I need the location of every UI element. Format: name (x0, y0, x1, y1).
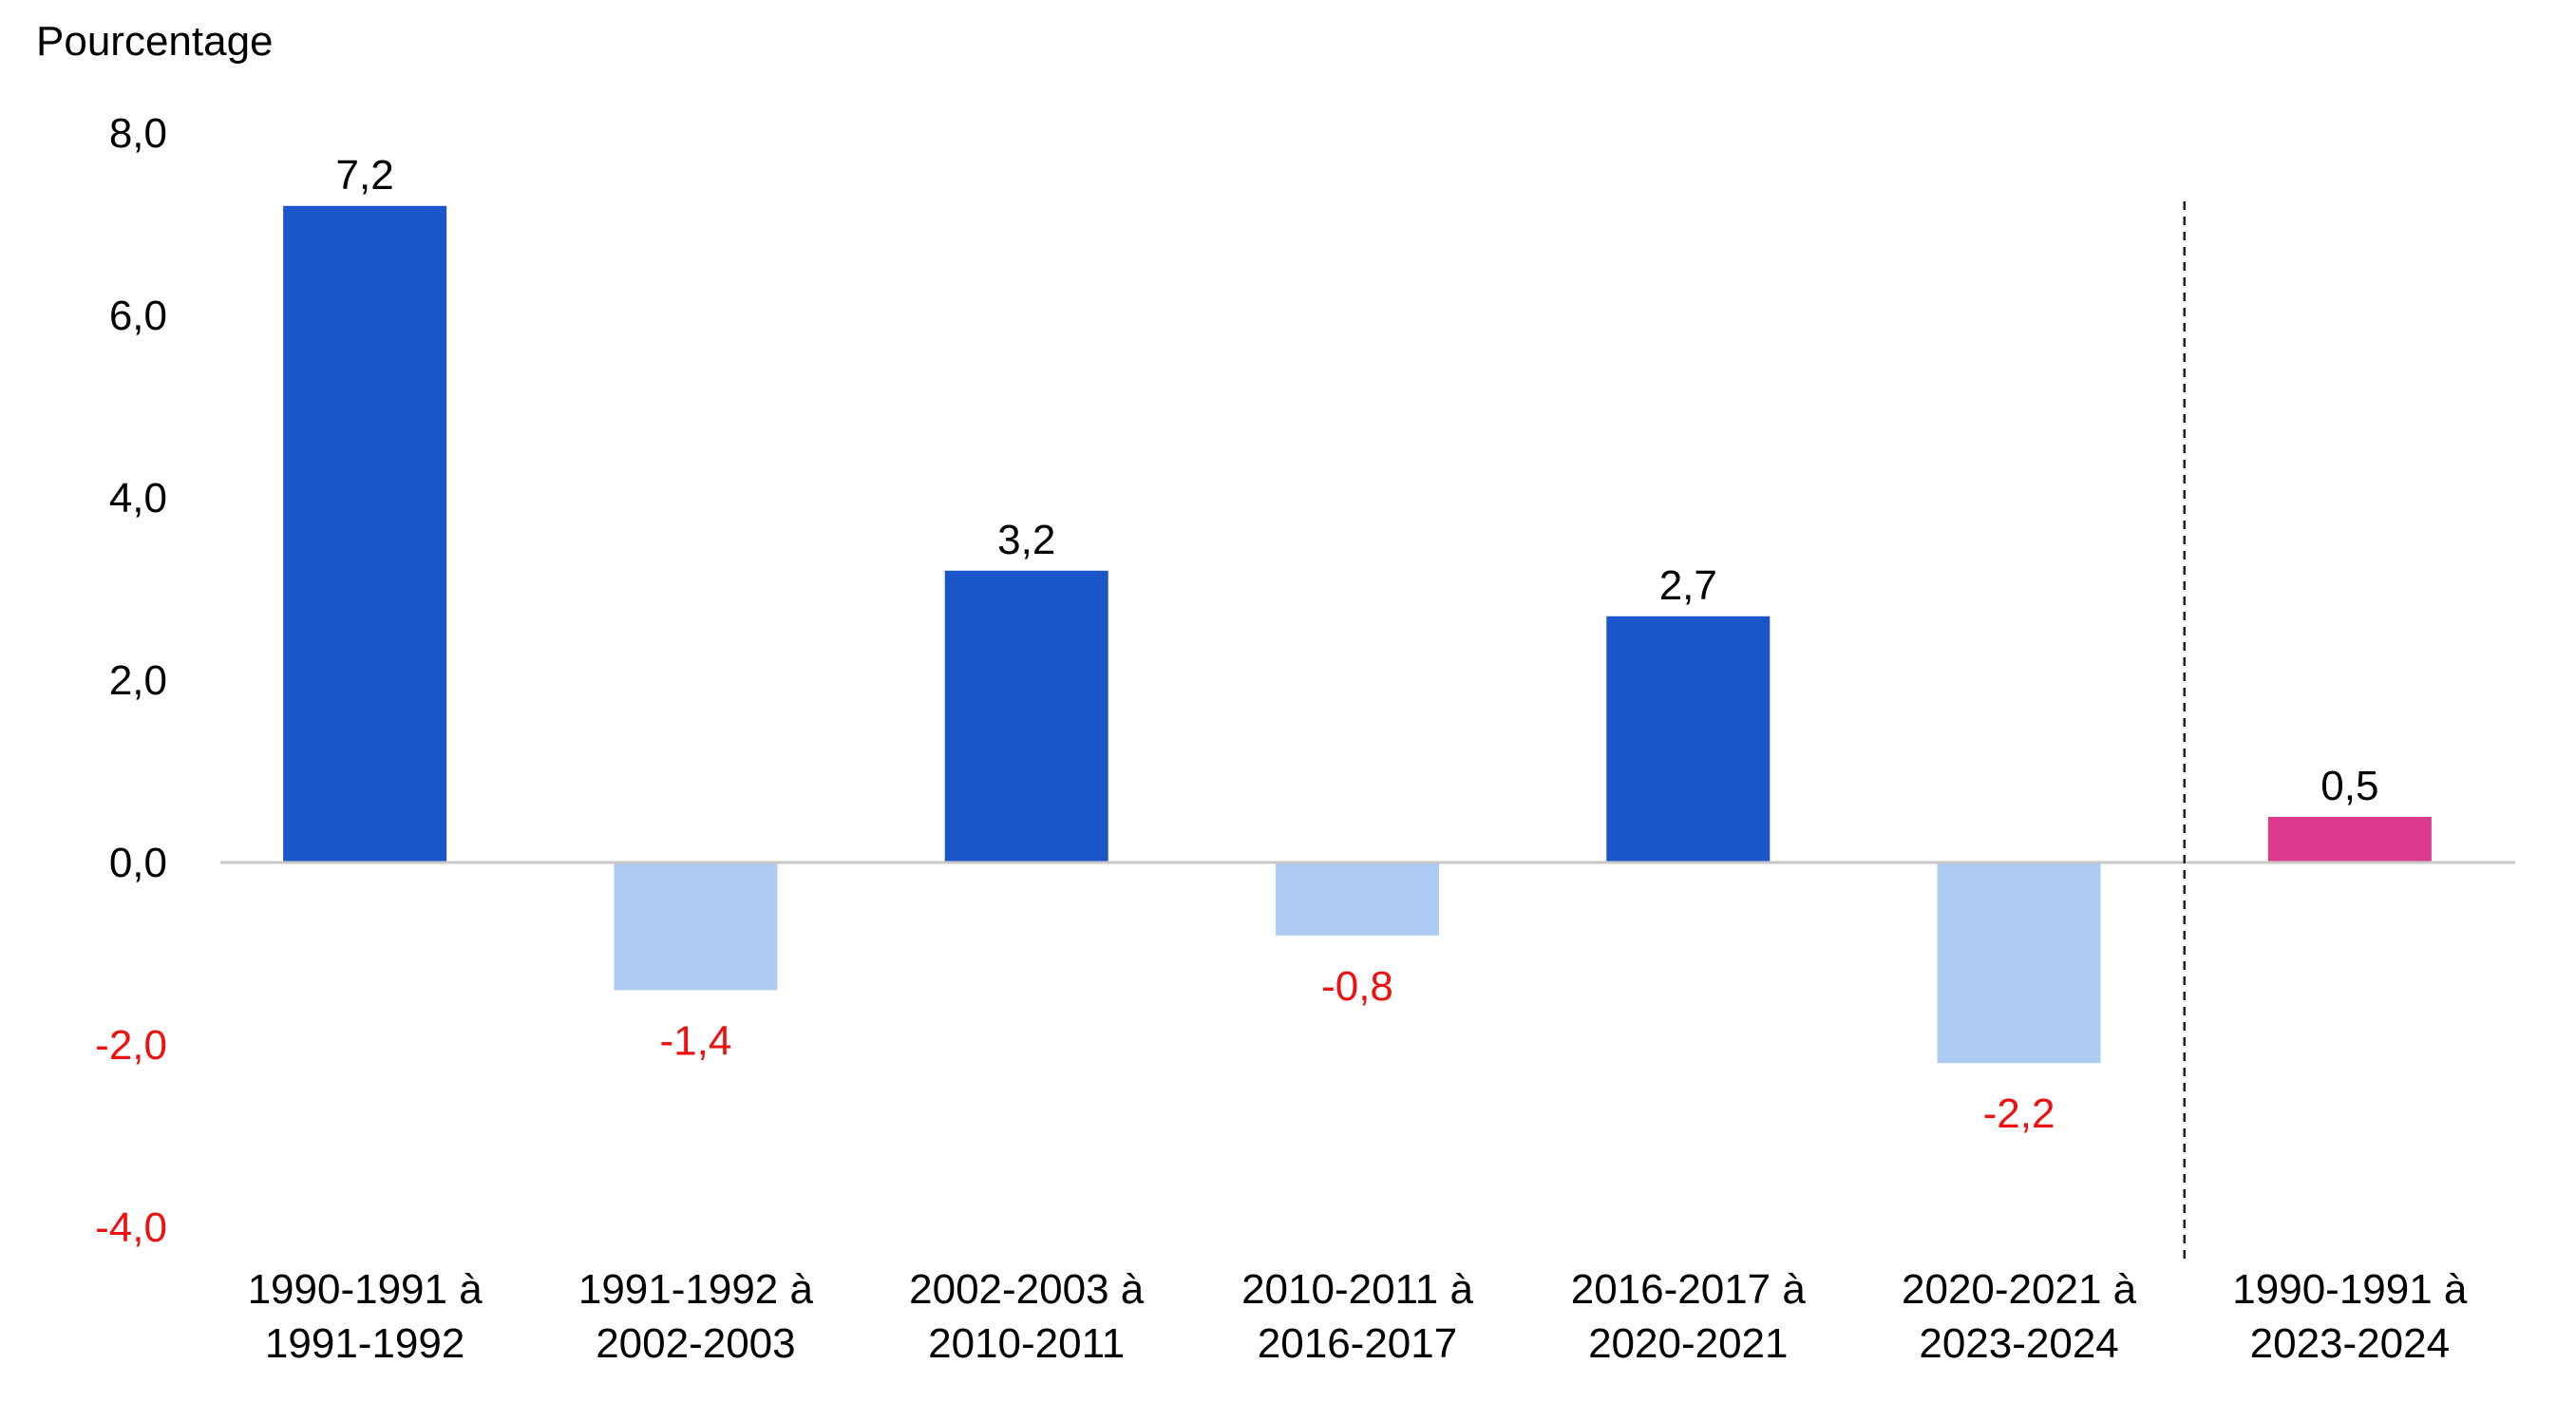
y-axis-title: Pourcentage (36, 18, 274, 65)
data-labels: 7,2 -1,4 3,2 -0,8 2,7 -2,2 0,5 (336, 152, 2379, 1137)
category-label: 2002-2003 à (909, 1266, 1145, 1313)
bar (283, 205, 447, 863)
data-label: -2,2 (1983, 1090, 2055, 1137)
category-labels: 1990-1991 à 1991-1992 1991-1992 à 2002-2003… (248, 1266, 2468, 1367)
category-label: 2020-2021 (1588, 1320, 1788, 1367)
category-label: 2010-2011 (928, 1320, 1125, 1367)
category-label: 1990-1991 à (248, 1266, 483, 1313)
y-tick-label: 8,0 (109, 110, 167, 157)
category-label: 2023-2024 (1919, 1320, 2118, 1367)
y-tick-label: 6,0 (109, 293, 167, 339)
y-axis-ticks: 8,0 6,0 4,0 2,0 0,0 -2,0 -4,0 (95, 110, 167, 1251)
bar (2267, 817, 2432, 862)
y-tick-label: -4,0 (95, 1204, 167, 1251)
data-label: 7,2 (336, 152, 394, 199)
y-tick-label: 4,0 (109, 475, 167, 521)
category-label: 1990-1991 à (2232, 1266, 2468, 1313)
category-label: 2020-2021 à (1902, 1266, 2137, 1313)
category-label: 2016-2017 à (1571, 1266, 1807, 1313)
bar (1606, 616, 1771, 862)
bar (614, 862, 778, 991)
y-tick-label: -2,0 (95, 1022, 167, 1069)
data-label: 0,5 (2320, 763, 2378, 809)
category-label: 2023-2024 (2250, 1320, 2450, 1367)
category-label: 1991-1992 à (578, 1266, 814, 1313)
bars (283, 205, 2432, 1064)
category-label: 2010-2011 à (1241, 1266, 1473, 1313)
category-label: 1991-1992 (265, 1320, 464, 1367)
bar (944, 570, 1108, 862)
category-label: 2002-2003 (596, 1320, 795, 1367)
data-label: 3,2 (997, 517, 1055, 563)
data-label: -0,8 (1321, 963, 1393, 1010)
category-label: 2016-2017 (1258, 1320, 1457, 1367)
data-label: 2,7 (1659, 562, 1717, 609)
y-tick-label: 0,0 (109, 840, 167, 886)
data-label: -1,4 (660, 1017, 732, 1064)
bar (1276, 862, 1439, 936)
bar (1937, 862, 2101, 1064)
y-tick-label: 2,0 (109, 657, 167, 704)
